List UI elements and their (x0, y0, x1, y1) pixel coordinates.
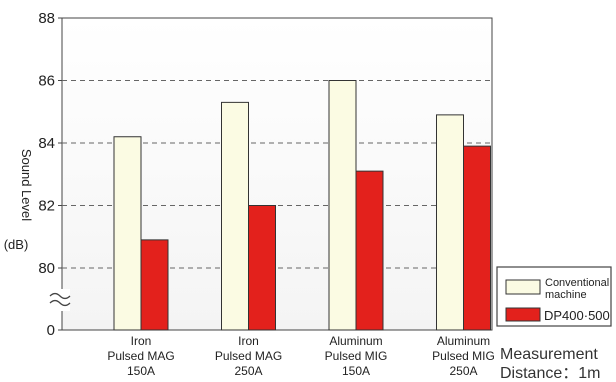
axis-break-icon (48, 289, 71, 311)
bar-conventional (328, 80, 357, 331)
measurement-note-line: Distance：1m (500, 365, 600, 382)
y-tick-labels: 88 86 84 82 80 0 (38, 10, 62, 339)
x-category-label: 150A (127, 364, 155, 378)
y-tick-label: 86 (38, 73, 55, 90)
bar-conventional (221, 101, 249, 331)
y-axis-title: Sound Level (19, 149, 34, 221)
x-category-label: Pulsed MIG (432, 349, 495, 363)
x-category-label: Pulsed MAG (215, 349, 282, 363)
x-category-label: Pulsed MIG (325, 349, 388, 363)
y-tick-label: 82 (38, 198, 55, 215)
measurement-note-line: Measurement (500, 346, 598, 363)
x-category-label: 150A (342, 364, 370, 378)
y-tick-label: 0 (47, 322, 55, 339)
axis-break-line (49, 299, 71, 307)
bar-conventional (113, 136, 142, 331)
bar-dp400-500 (355, 170, 384, 331)
y-tick-label: 84 (38, 135, 55, 152)
x-category-label: Iron (238, 334, 259, 348)
x-category-label: Iron (131, 334, 152, 348)
bar-dp400-500 (463, 145, 491, 331)
legend-label-dp400-500: DP400·500 (544, 308, 610, 323)
x-category-label: Pulsed MAG (107, 349, 174, 363)
bars (113, 80, 491, 331)
x-category-label: Aluminum (437, 334, 490, 348)
axis-break-line (49, 292, 71, 300)
bar-dp400-500 (140, 239, 169, 331)
legend-label-conventional: machine (545, 289, 587, 301)
x-category-label: 250A (449, 364, 477, 378)
y-axis-label: Sound Level (dB) (4, 149, 34, 252)
axis-break-mask (48, 289, 70, 311)
y-tick-label: 88 (38, 10, 55, 27)
y-axis-unit: (dB) (4, 237, 29, 252)
y-tick-label: 80 (38, 260, 55, 277)
x-category-label: Aluminum (329, 334, 382, 348)
x-category-label: 250A (234, 364, 262, 378)
bar-conventional (436, 114, 464, 331)
bar-dp400-500 (248, 205, 276, 331)
legend-label-conventional: Conventional (545, 277, 609, 289)
measurement-note: Measurement Distance：1m (500, 346, 600, 382)
legend-swatch-dp400-500 (505, 307, 541, 322)
legend-swatch-conventional (505, 279, 541, 295)
